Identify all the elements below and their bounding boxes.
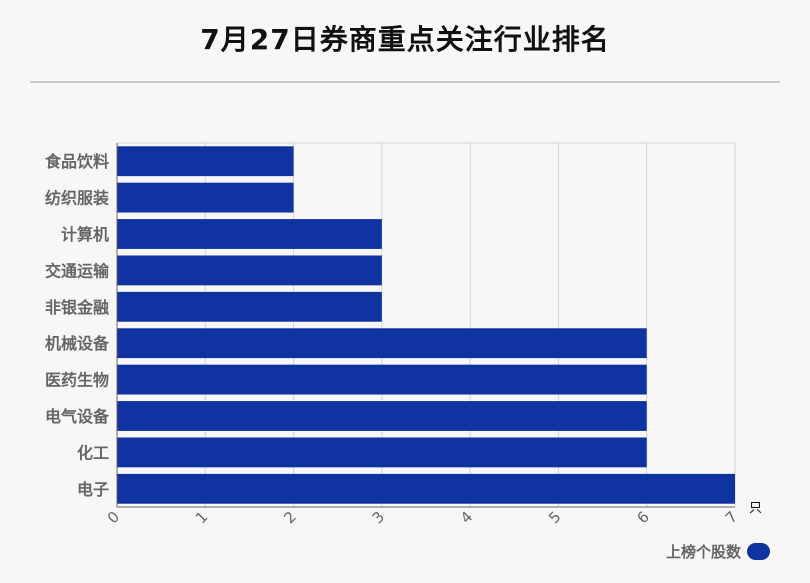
bar bbox=[117, 364, 647, 395]
bar bbox=[117, 473, 735, 504]
x-tick-label: 0 bbox=[104, 508, 123, 527]
x-tick-label: 6 bbox=[633, 508, 652, 527]
x-tick-label: 5 bbox=[545, 508, 564, 527]
category-label: 化工 bbox=[77, 443, 109, 462]
bar bbox=[117, 255, 382, 286]
legend: 上榜个股数 bbox=[666, 540, 770, 562]
bar bbox=[117, 401, 647, 431]
category-label: 食品饮料 bbox=[44, 152, 109, 171]
bar bbox=[117, 219, 382, 249]
bar bbox=[117, 146, 294, 177]
x-tick-label: 1 bbox=[192, 508, 211, 527]
category-label: 纺织服装 bbox=[45, 189, 109, 208]
category-label: 计算机 bbox=[61, 225, 109, 244]
category-label: 非银金融 bbox=[45, 298, 109, 317]
bar bbox=[117, 437, 647, 468]
category-label: 医药生物 bbox=[45, 371, 109, 390]
x-unit-label: 只 bbox=[749, 501, 762, 516]
chart-title: 7月27日券商重点关注行业排名 bbox=[200, 23, 610, 56]
category-label: 电子 bbox=[77, 480, 109, 499]
category-label: 交通运输 bbox=[45, 261, 110, 280]
x-tick-label: 3 bbox=[369, 508, 388, 527]
category-label: 机械设备 bbox=[45, 334, 110, 353]
legend-label: 上榜个股数 bbox=[665, 542, 741, 561]
x-tick-label: 4 bbox=[457, 508, 476, 527]
legend-swatch bbox=[747, 542, 770, 560]
title-divider bbox=[30, 81, 780, 83]
bar bbox=[117, 291, 382, 322]
x-tick-label: 2 bbox=[280, 508, 299, 527]
bar bbox=[117, 182, 294, 213]
x-tick-label: 7 bbox=[722, 508, 741, 527]
bar bbox=[117, 328, 647, 359]
category-label: 电气设备 bbox=[45, 407, 110, 426]
